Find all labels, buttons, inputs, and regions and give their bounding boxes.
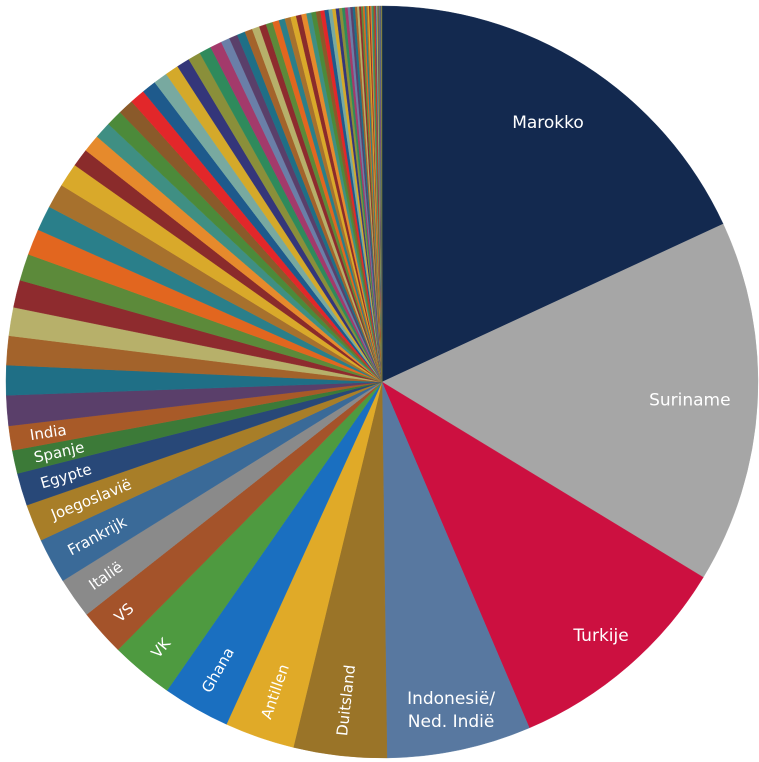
slice-label-marokko: Marokko <box>512 113 584 133</box>
pie-slice-suriname <box>381 223 759 578</box>
slice-label-suriname: Suriname <box>649 390 731 410</box>
slice-label-indonesie: Indonesië/Ned. Indië <box>407 689 495 732</box>
pie-slice-marokko <box>381 5 724 383</box>
pie-slice-indonesie <box>381 381 530 759</box>
slice-label-turkije: Turkije <box>572 626 628 646</box>
pie-slice-turkije <box>381 381 704 729</box>
pie-slices <box>5 5 759 759</box>
slice-label-india: India <box>29 421 68 444</box>
